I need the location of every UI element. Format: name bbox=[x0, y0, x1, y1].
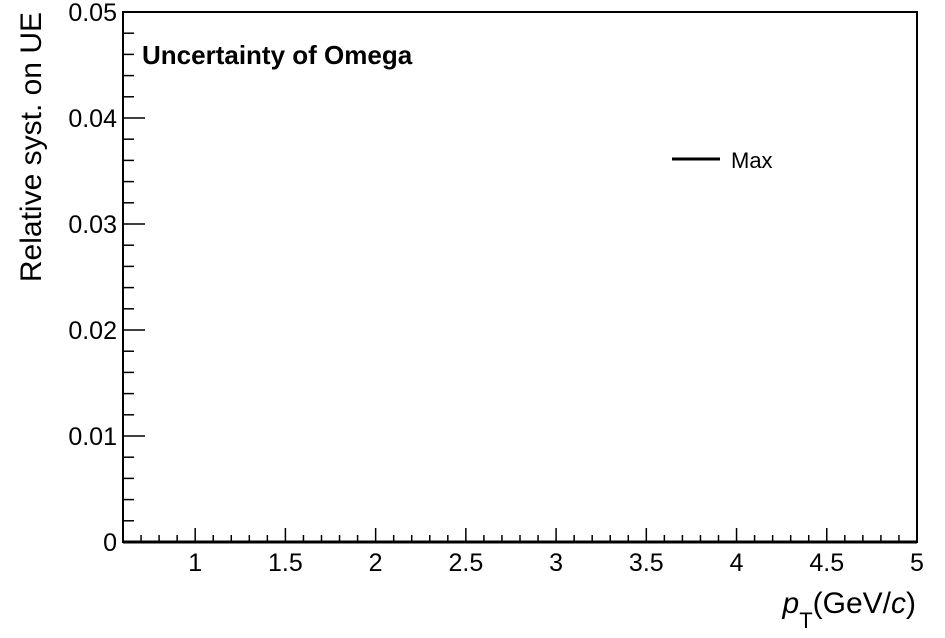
y-tick-label: 0.03 bbox=[68, 211, 117, 239]
x-tick-label: 2.5 bbox=[448, 549, 483, 577]
x-tick-label: 1 bbox=[188, 549, 202, 577]
x-axis-label-unit-c: c bbox=[891, 587, 906, 620]
x-tick-label: 4 bbox=[730, 549, 744, 577]
x-tick-label: 3.5 bbox=[629, 549, 664, 577]
x-axis-label-symbol: p bbox=[782, 587, 800, 620]
x-axis-label-subscript: T bbox=[799, 608, 812, 633]
plot-frame bbox=[122, 11, 918, 543]
x-tick-label: 3 bbox=[549, 549, 563, 577]
y-tick-label: 0 bbox=[103, 529, 117, 557]
y-axis-ticks: 0 0.01 0.02 0.03 0.04 0.05 bbox=[68, 0, 145, 557]
y-tick-label: 0.01 bbox=[68, 423, 117, 451]
legend-label-max: Max bbox=[731, 148, 773, 173]
x-axis-ticks: 1 1.5 2 2.5 3 3.5 4 4.5 5 bbox=[122, 528, 924, 577]
x-axis-label-unit-close: ) bbox=[906, 587, 916, 620]
y-tick-label: 0.05 bbox=[68, 0, 117, 27]
y-axis-label: Relative syst. on UE bbox=[15, 12, 48, 282]
y-tick-label: 0.04 bbox=[68, 105, 117, 133]
x-tick-label: 5 bbox=[910, 549, 924, 577]
x-tick-label: 2 bbox=[369, 549, 383, 577]
legend: Max bbox=[672, 148, 773, 173]
x-axis-label-unit-open: (GeV/ bbox=[813, 587, 892, 620]
y-tick-label: 0.02 bbox=[68, 317, 117, 345]
x-tick-label: 4.5 bbox=[809, 549, 844, 577]
chart-title: Uncertainty of Omega bbox=[142, 40, 413, 70]
x-axis-label: pT(GeV/c) bbox=[782, 587, 917, 633]
x-tick-label: 1.5 bbox=[268, 549, 303, 577]
